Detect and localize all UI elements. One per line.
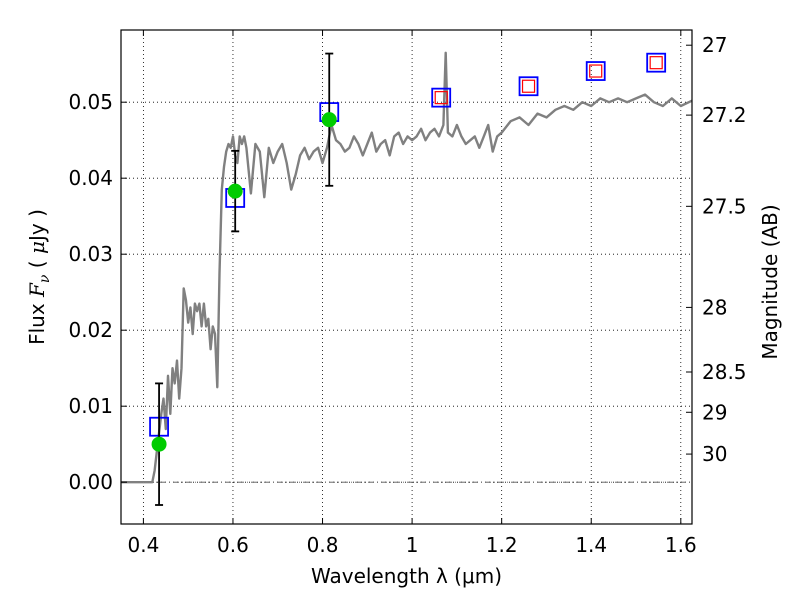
model-photometry-square bbox=[646, 52, 667, 73]
x-tick-label: 1 bbox=[406, 533, 419, 557]
magnitude-tick-label: 30 bbox=[702, 442, 727, 466]
model-photometry-inner-square bbox=[434, 91, 448, 105]
tick-layer: 0.4 0.6 0.8 1 1.2 1.4 1.6 0.00 0.01 0.02 0.03 0.04 0… bbox=[68, 30, 747, 557]
y-tick-label: 0.04 bbox=[68, 166, 113, 190]
magnitude-tick-label: 29 bbox=[702, 400, 727, 424]
magnitude-tick-label: 27 bbox=[702, 33, 727, 57]
grid-layer bbox=[121, 30, 692, 524]
marker-layer bbox=[149, 52, 667, 506]
model-photometry-inner-square bbox=[521, 79, 536, 93]
y-tick-label: 0.03 bbox=[68, 242, 113, 266]
spectrum-line bbox=[121, 51, 693, 484]
x-tick-label: 1.6 bbox=[665, 533, 697, 557]
model-photometry-square bbox=[431, 87, 452, 108]
model-photometry-square bbox=[518, 76, 539, 97]
magnitude-tick-label: 27.5 bbox=[702, 194, 747, 218]
y-tick-label: 0.05 bbox=[68, 90, 113, 114]
x-tick-label: 1.2 bbox=[486, 533, 518, 557]
magnitude-axis-label: Magnitude (AB) bbox=[758, 204, 782, 359]
observed-photometry-point bbox=[151, 436, 167, 452]
x-tick-label: 1.4 bbox=[575, 533, 607, 557]
model-photometry-inner-square bbox=[589, 64, 603, 78]
model-photometry-inner-square bbox=[649, 56, 663, 70]
y-axis-label: Flux Fν ( μJy ) bbox=[25, 209, 53, 345]
spectrum-layer bbox=[121, 51, 693, 484]
x-tick-label: 0.8 bbox=[307, 533, 339, 557]
x-axis-label: Wavelength λ (μm) bbox=[311, 564, 502, 588]
observed-photometry-point bbox=[321, 112, 337, 128]
magnitude-tick-label: 27.2 bbox=[702, 103, 747, 127]
y-tick-label: 0.01 bbox=[68, 394, 113, 418]
y-tick-label: 0.02 bbox=[68, 318, 113, 342]
x-tick-label: 0.4 bbox=[127, 533, 159, 557]
plot-frame bbox=[120, 29, 693, 525]
x-tick-label: 0.6 bbox=[217, 533, 249, 557]
observed-photometry-point bbox=[227, 183, 243, 199]
magnitude-tick-label: 28.5 bbox=[702, 360, 747, 384]
y-tick-label: 0.00 bbox=[68, 470, 113, 494]
magnitude-tick-label: 28 bbox=[702, 295, 727, 319]
model-photometry-square bbox=[585, 61, 606, 81]
